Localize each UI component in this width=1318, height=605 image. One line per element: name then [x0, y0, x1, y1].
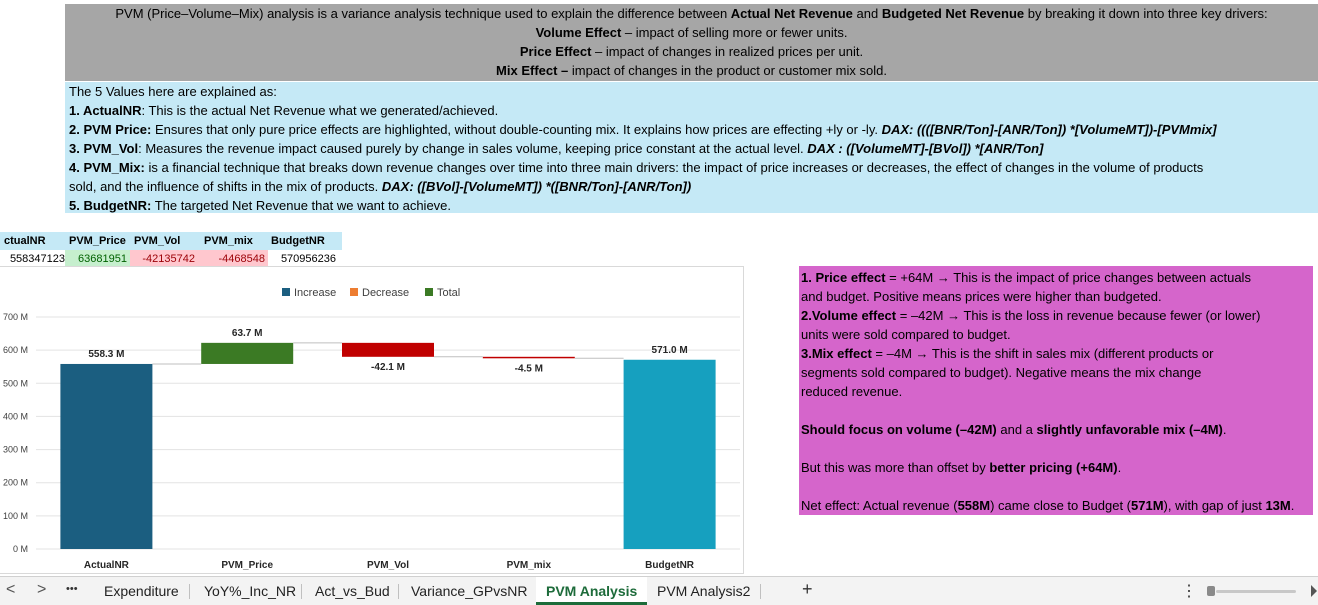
note-mix-line-2: segments sold compared to budget). Negat…	[801, 365, 1202, 380]
intro-line-2: Volume Effect – impact of selling more o…	[535, 25, 848, 40]
intro-line-3: Price Effect – impact of changes in real…	[519, 44, 864, 59]
intro-banner: PVM (Price–Volume–Mix) analysis is a var…	[65, 4, 1318, 81]
values-explanation: The 5 Values here are explained as: 1. A…	[65, 82, 1318, 213]
note-mix-line-3: reduced revenue.	[801, 384, 903, 399]
note-volume-line-2: units were sold compared to budget.	[801, 327, 1011, 342]
chevron-right-icon[interactable]: >	[37, 581, 47, 598]
legend-swatch	[425, 288, 433, 296]
tab-pvm-analysis2[interactable]: PVM Analysis2	[657, 583, 751, 599]
tab-variance-gpvsnr[interactable]: Variance_GPvsNR	[411, 583, 528, 599]
scroll-left-handle[interactable]	[1207, 586, 1215, 596]
x-category-label: PVM_mix	[507, 560, 552, 571]
table-cell-budgetnr[interactable]: 570956236	[280, 253, 336, 265]
tab-yoy-inc-nr[interactable]: YoY%_Inc_NR	[204, 583, 297, 599]
table-cell-pvm-price[interactable]: 63681951	[65, 250, 130, 268]
x-category-label: ActualNR	[84, 560, 130, 571]
y-tick-label: 500 M	[3, 378, 28, 388]
table-cell-pvm-mix[interactable]: -4468548	[198, 250, 268, 268]
x-category-label: PVM_Price	[221, 560, 273, 571]
note-mix-line-1: 3.Mix effect = –4M → This is the shift i…	[801, 346, 1214, 361]
intro-line-4: Mix Effect – impact of changes in the pr…	[496, 63, 887, 78]
table-header-pvm-vol[interactable]: PVM_Vol	[130, 232, 202, 250]
scroll-right-arrow-icon[interactable]	[1311, 585, 1317, 597]
data-label: -42.1 M	[371, 362, 405, 373]
x-category-label: BudgetNR	[645, 560, 695, 571]
vertical-dots-icon[interactable]: ⋮	[1181, 583, 1197, 600]
data-label: -4.5 M	[515, 363, 543, 374]
intro-line-1: PVM (Price–Volume–Mix) analysis is a var…	[115, 6, 1268, 21]
y-tick-label: 700 M	[3, 312, 28, 322]
explain-item-1: 1. ActualNR: This is the actual Net Reve…	[69, 103, 499, 118]
waterfall-chart-svg: 0 M 100 M 200 M 300 M 400 M 500 M 600 M 700 M In…	[3, 287, 740, 571]
legend-label: Decrease	[362, 287, 409, 299]
data-label: 571.0 M	[652, 345, 688, 356]
x-category-label: PVM_Vol	[367, 560, 409, 571]
waterfall-bar	[482, 356, 575, 359]
explain-item-4a: 4. PVM_Mix: is a financial technique tha…	[69, 160, 1204, 175]
table-header-actualnr[interactable]: ctualNR	[0, 232, 69, 250]
tab-divider	[189, 584, 190, 599]
note-focus: Should focus on volume (–42M) and a slig…	[801, 422, 1227, 437]
explain-heading: The 5 Values here are explained as:	[69, 84, 277, 99]
chevron-left-icon[interactable]: <	[6, 581, 16, 598]
waterfall-bar	[60, 363, 153, 549]
table-header-budgetnr[interactable]: BudgetNR	[268, 232, 342, 250]
add-sheet-icon[interactable]: +	[802, 579, 813, 599]
note-price-line-2: and budget. Positive means prices were h…	[801, 289, 1162, 304]
tab-divider	[398, 584, 399, 599]
tab-act-vs-bud[interactable]: Act_vs_Bud	[315, 583, 390, 599]
explain-item-2: 2. PVM Price: Ensures that only pure pri…	[69, 122, 1217, 137]
waterfall-bar	[342, 342, 434, 357]
y-tick-label: 100 M	[3, 511, 28, 521]
waterfall-bar	[201, 342, 294, 364]
tab-pvm-analysis[interactable]: PVM Analysis	[536, 577, 648, 605]
data-label: 63.7 M	[232, 328, 263, 339]
legend-label: Total	[437, 287, 460, 299]
table-header-pvm-mix[interactable]: PVM_mix	[198, 232, 274, 250]
note-offset: But this was more than offset by better …	[801, 460, 1122, 475]
table-cell-actualnr[interactable]: 558347123	[9, 253, 65, 265]
y-tick-label: 200 M	[3, 478, 28, 488]
table-cell-pvm-vol[interactable]: -42135742	[130, 250, 198, 268]
sheet-tab-bar: < > ••• Expenditure YoY%_Inc_NR Act_vs_B…	[0, 576, 1318, 605]
pvm-commentary-box: 1. Price effect = +64M → This is the imp…	[799, 266, 1313, 515]
waterfall-bar	[623, 359, 716, 549]
tab-divider	[301, 584, 302, 599]
legend-swatch	[282, 288, 290, 296]
pvm-waterfall-chart[interactable]: 0 M 100 M 200 M 300 M 400 M 500 M 600 M 700 M In…	[0, 266, 744, 574]
data-label: 558.3 M	[88, 349, 124, 360]
y-tick-label: 400 M	[3, 411, 28, 421]
legend-swatch	[350, 288, 358, 296]
y-tick-label: 0 M	[13, 544, 28, 554]
more-sheets-icon[interactable]: •••	[66, 583, 78, 595]
y-tick-label: 300 M	[3, 445, 28, 455]
horizontal-scrollbar[interactable]	[1216, 590, 1296, 593]
explain-item-3: 3. PVM_Vol: Measures the revenue impact …	[69, 141, 1044, 156]
y-tick-label: 600 M	[3, 345, 28, 355]
explain-item-4b: sold, and the influence of shifts in the…	[69, 179, 692, 194]
table-header-pvm-price[interactable]: PVM_Price	[65, 232, 134, 250]
note-price-line-1: 1. Price effect = +64M → This is the imp…	[801, 270, 1251, 285]
note-net-effect: Net effect: Actual revenue (558M) came c…	[801, 498, 1295, 513]
legend-label: Increase	[294, 287, 336, 299]
tab-expenditure[interactable]: Expenditure	[104, 583, 179, 599]
explain-item-5: 5. BudgetNR: The targeted Net Revenue th…	[69, 198, 452, 213]
tab-divider	[760, 584, 761, 599]
note-volume-line-1: 2.Volume effect = –42M → This is the los…	[801, 308, 1261, 323]
